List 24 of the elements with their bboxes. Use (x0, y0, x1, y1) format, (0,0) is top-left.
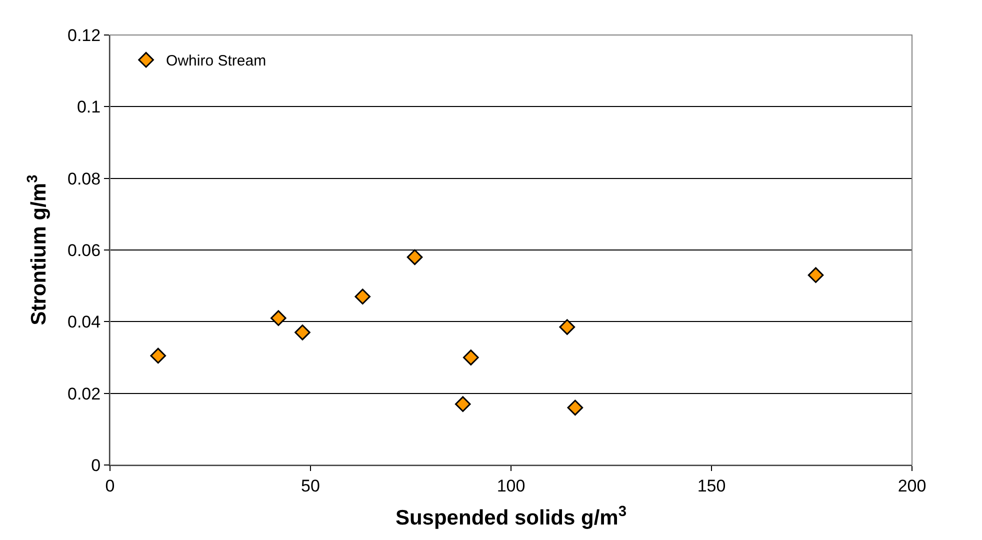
point (559, 319, 576, 335)
y-tick-label: 0.04 (68, 312, 101, 332)
y-tick-label: 0.06 (68, 240, 101, 260)
x-tick-label: 100 (496, 476, 526, 496)
x-axis-title: Suspended solids g/m$^{3}$ (395, 504, 627, 530)
point (270, 310, 286, 326)
point (808, 267, 824, 283)
x-tick-label: 200 (898, 476, 926, 496)
point (354, 288, 371, 304)
y-tick-label: 0.12 (68, 26, 101, 45)
y-tick-label: 0.08 (68, 169, 101, 188)
x-tick-label: 150 (697, 476, 726, 496)
point (294, 324, 310, 340)
x-tick-label: 50 (301, 476, 320, 496)
legend-label: Owhiro Stream (166, 52, 266, 70)
y-tick-label: 0 (91, 456, 101, 475)
y-tick-label: 0.02 (68, 384, 101, 404)
point (454, 396, 471, 412)
point (406, 249, 423, 266)
point (463, 350, 479, 366)
point (567, 400, 584, 416)
x-tick-label: 0 (105, 476, 115, 496)
y-tick-label: 0.1 (76, 98, 101, 117)
point (150, 348, 166, 364)
